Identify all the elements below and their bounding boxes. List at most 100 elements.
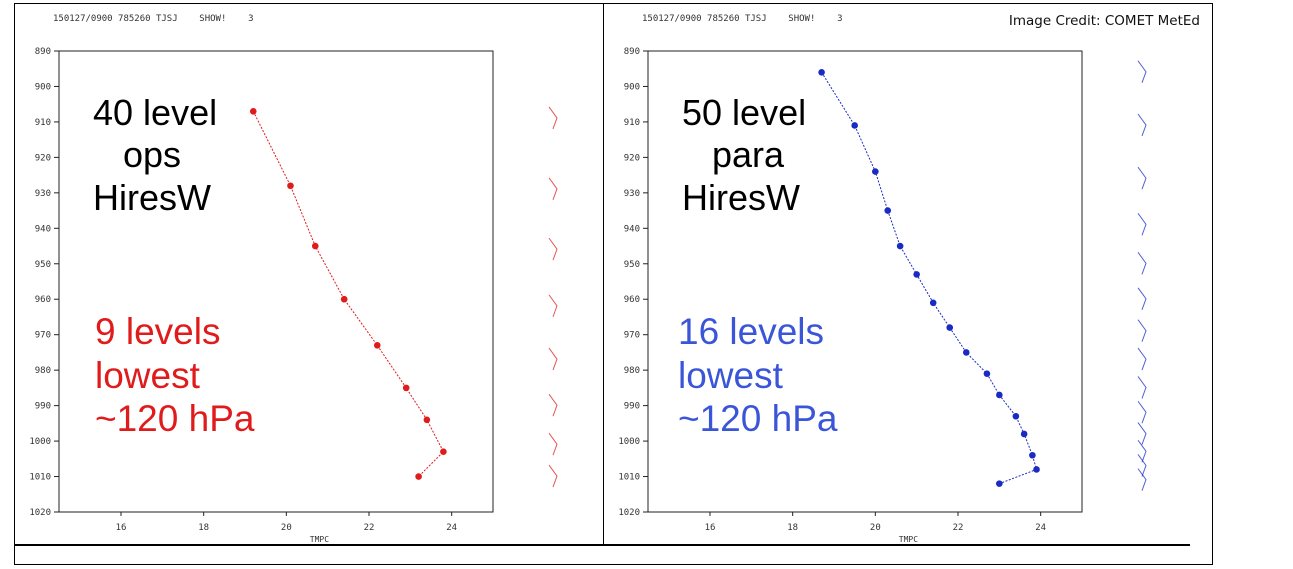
annotation-model-para: 50 level para HiresW — [682, 92, 807, 218]
y-tick-label: 930 — [624, 189, 640, 199]
sounding-header: 150127/0900 785260 TJSJ SHOW! 3 — [642, 14, 843, 24]
data-point — [249, 107, 257, 115]
wind-barb-stroke — [548, 464, 558, 488]
wind-barb-stroke — [548, 393, 558, 417]
wind-barb-stroke — [548, 106, 558, 130]
y-tick-label: 990 — [624, 402, 640, 412]
wind-barb — [548, 237, 558, 261]
wind-barb-stroke — [1137, 113, 1147, 137]
y-tick-label: 1000 — [618, 437, 640, 447]
temperature-profile-chart-para: 890 900 910 920 930 940 950 960 970 980 990 1000 101… — [618, 47, 1147, 544]
bottom-rule — [15, 544, 1190, 546]
data-point — [996, 480, 1003, 487]
y-tick-label: 1020 — [618, 508, 640, 518]
wind-barb-stroke — [548, 177, 558, 201]
x-tick-label: 20 — [870, 523, 881, 533]
wind-barb-stroke — [1137, 347, 1147, 371]
y-tick-label: 960 — [624, 295, 640, 305]
wind-barb-stroke — [548, 347, 558, 371]
wind-barb-stroke — [1137, 166, 1147, 190]
right-panel-para: 150127/0900 785260 TJSJ SHOW! 3 Image Cr… — [604, 4, 1214, 544]
wind-barb — [1137, 347, 1147, 371]
wind-barb — [1137, 400, 1147, 424]
y-tick-label: 970 — [35, 331, 51, 341]
wind-barb-stroke — [548, 432, 558, 456]
wind-barb-stroke — [1137, 439, 1147, 463]
x-tick-label: 16 — [705, 523, 716, 533]
wind-barb-stroke — [1137, 252, 1147, 275]
x-tick-label: 20 — [281, 523, 292, 533]
y-tick-label: 890 — [35, 47, 51, 57]
wind-barb-stroke — [548, 237, 558, 261]
y-tick-label: 920 — [624, 153, 640, 163]
x-axis-label: TMPC — [899, 535, 918, 544]
y-tick-label: 950 — [624, 260, 640, 270]
y-tick-label: 1000 — [29, 437, 51, 447]
y-tick-label: 1020 — [29, 508, 51, 518]
y-tick-label: 990 — [35, 402, 51, 412]
data-point — [373, 342, 381, 349]
data-point — [818, 68, 825, 76]
wind-barb — [1137, 113, 1147, 137]
wind-barb-stroke — [1137, 213, 1147, 236]
figure-frame: 150127/0900 785260 TJSJ SHOW! 3 890 900 91… — [14, 3, 1213, 565]
wind-barb-stroke — [1137, 400, 1147, 424]
wind-barb — [548, 464, 558, 488]
x-tick-label: 18 — [787, 523, 798, 533]
data-point — [913, 271, 920, 278]
wind-barb — [548, 294, 558, 318]
temperature-profile-chart-ops: 890 900 910 920 930 940 950 960 970 980 990 1000 101… — [29, 47, 558, 544]
plot-area — [58, 50, 494, 513]
wind-barb-stroke — [1137, 287, 1147, 310]
data-point — [1020, 430, 1028, 438]
image-credit: Image Credit: COMET MetEd — [1008, 13, 1200, 29]
data-point — [1012, 412, 1020, 420]
data-point — [415, 473, 422, 480]
wind-barb — [1137, 60, 1147, 83]
annotation-levels-ops: 9 levels lowest ~120 hPa — [95, 311, 255, 440]
x-tick-label: 24 — [1035, 523, 1046, 533]
data-point — [851, 122, 858, 129]
wind-barb-stroke — [1137, 422, 1147, 445]
data-point — [872, 168, 879, 175]
data-point — [340, 295, 348, 303]
x-tick-label: 22 — [953, 523, 964, 533]
data-point — [996, 391, 1003, 399]
y-tick-label: 940 — [624, 224, 640, 234]
data-point — [1029, 451, 1036, 459]
x-axis-label: TMPC — [310, 535, 329, 544]
y-tick-label: 930 — [35, 189, 51, 199]
data-point — [962, 349, 970, 356]
data-point — [440, 448, 447, 456]
left-panel-ops: 150127/0900 785260 TJSJ SHOW! 3 890 900 91… — [15, 4, 604, 544]
wind-barb — [1137, 439, 1147, 463]
wind-barb-stroke — [548, 294, 558, 318]
y-tick-label: 970 — [624, 331, 640, 341]
wind-barb-stroke — [1137, 468, 1147, 491]
x-tick-label: 16 — [116, 523, 127, 533]
sounding-header: 150127/0900 785260 TJSJ SHOW! 3 — [53, 14, 254, 24]
annotation-model-ops: 40 level ops HiresW — [93, 92, 218, 218]
y-tick-label: 960 — [35, 295, 51, 305]
wind-barb — [548, 177, 558, 201]
wind-barb — [1137, 376, 1147, 399]
x-tick-label: 22 — [364, 523, 375, 533]
wind-barb — [548, 432, 558, 456]
wind-barb — [1137, 454, 1147, 477]
y-tick-label: 950 — [35, 260, 51, 270]
data-point — [946, 324, 954, 331]
data-point — [287, 182, 294, 190]
y-tick-label: 1010 — [618, 473, 640, 483]
y-tick-label: 1010 — [29, 473, 51, 483]
y-tick-label: 890 — [624, 47, 640, 57]
data-point — [929, 299, 937, 307]
wind-barb-stroke — [1137, 454, 1147, 477]
wind-barb — [1137, 213, 1147, 236]
wind-barb-stroke — [1137, 60, 1147, 83]
wind-barb — [1137, 287, 1147, 310]
profile-line — [252, 111, 445, 477]
data-point — [983, 370, 991, 378]
data-point — [884, 207, 892, 214]
y-tick-label: 980 — [35, 366, 51, 376]
wind-barb-stroke — [1137, 376, 1147, 399]
